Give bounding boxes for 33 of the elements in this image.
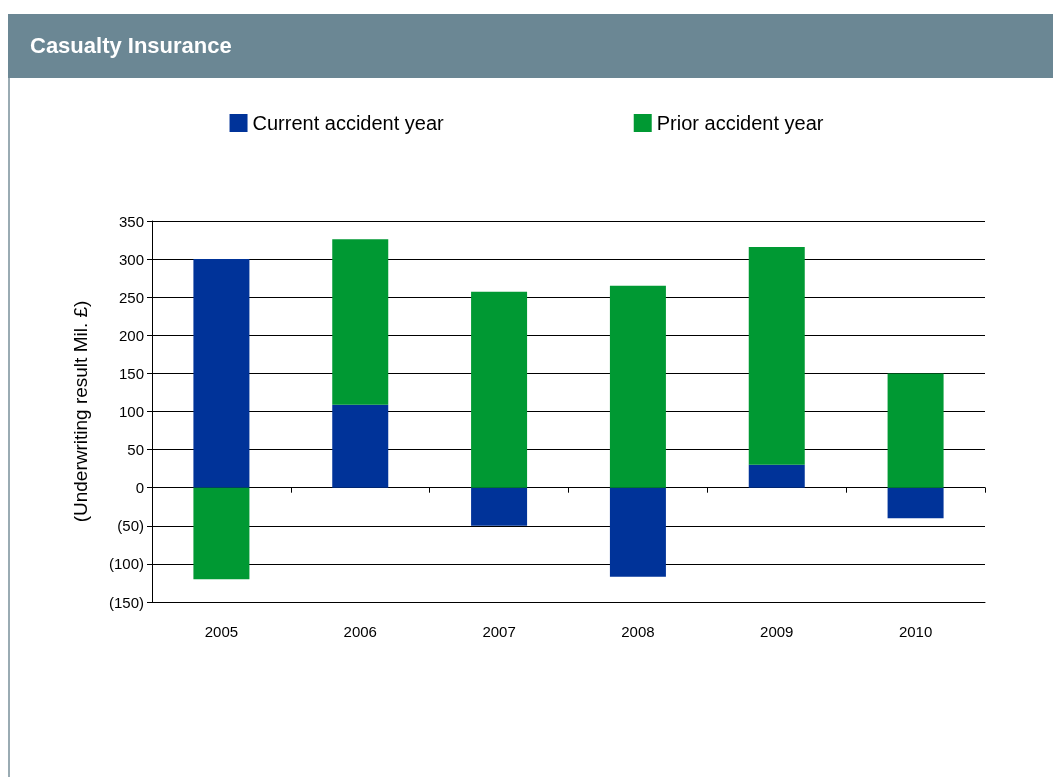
- x-tick-label: 2005: [204, 623, 239, 640]
- y-tick-label: 250: [118, 288, 144, 306]
- y-tick-label: 50: [127, 441, 144, 459]
- y-tick-label: 300: [118, 250, 144, 268]
- y-tick-label: (50): [117, 517, 144, 535]
- bar: [471, 291, 528, 488]
- bar: [332, 404, 389, 488]
- x-tick-label: 2009: [760, 623, 794, 640]
- bar: [332, 239, 389, 405]
- bar: [887, 373, 944, 488]
- y-tick-label: (150): [108, 593, 144, 611]
- y-axis-title: (Underwriting result Mil. £): [70, 300, 91, 523]
- bar: [748, 464, 805, 488]
- bar: [609, 285, 666, 488]
- x-tick-label: 2010: [898, 623, 933, 640]
- bar: [193, 487, 250, 580]
- y-tick-label: 200: [118, 326, 144, 344]
- y-tick-label: (100): [108, 555, 144, 573]
- y-tick-label: 100: [118, 403, 144, 420]
- bar: [887, 487, 944, 519]
- y-tick-label: 350: [118, 212, 144, 230]
- bar: [193, 259, 250, 488]
- x-tick-label: 2008: [621, 623, 655, 640]
- x-tick-label: 2006: [343, 623, 377, 640]
- x-tick-label: 2007: [482, 623, 516, 640]
- chart-title: Casualty Insurance: [8, 14, 1053, 78]
- bar: [609, 487, 666, 577]
- y-tick-label: 0: [135, 479, 144, 497]
- bar: [471, 487, 528, 526]
- legend-label: Prior accident year: [656, 112, 824, 134]
- legend-label: Current accident year: [252, 112, 445, 134]
- bar: [748, 246, 805, 465]
- y-tick-label: 150: [118, 364, 144, 382]
